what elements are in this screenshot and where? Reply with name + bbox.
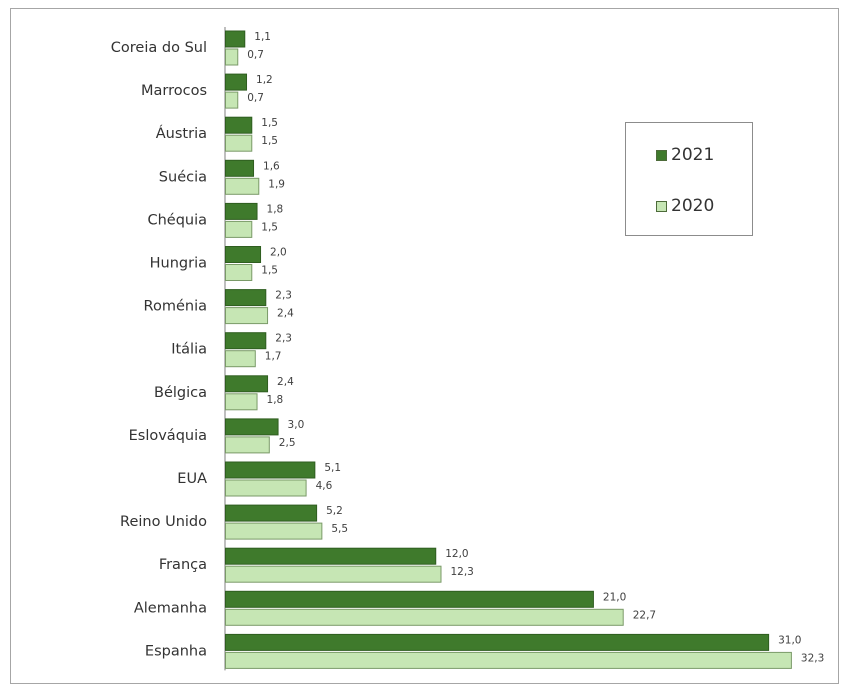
data-label-2020: 1,7 xyxy=(265,351,282,363)
category-label: Itália xyxy=(171,342,207,358)
bar-2021 xyxy=(225,590,594,608)
bar-2021 xyxy=(225,30,246,48)
data-label-2021: 2,0 xyxy=(270,247,287,259)
bar-2021 xyxy=(225,633,770,651)
data-label-2021: 2,3 xyxy=(275,333,292,345)
bar-2021 xyxy=(225,418,279,436)
bar-2020 xyxy=(225,177,260,195)
bar-2021 xyxy=(225,116,253,134)
data-label-2020: 4,6 xyxy=(316,480,333,492)
category-label: Coreia do Sul xyxy=(111,40,207,56)
bar-2021 xyxy=(225,159,255,177)
data-label-2021: 5,1 xyxy=(324,462,341,474)
bar-2021 xyxy=(225,73,248,91)
category-label: Áustria xyxy=(156,125,207,142)
bar-2020 xyxy=(225,479,307,497)
bar-2021 xyxy=(225,246,262,263)
legend-label-2021: 2021 xyxy=(671,145,715,165)
category-label: Espanha xyxy=(145,643,207,659)
bar-2020 xyxy=(225,134,253,152)
bar-2021 xyxy=(225,504,318,522)
data-label-2020: 1,5 xyxy=(261,135,278,147)
bar-2020 xyxy=(225,220,253,238)
data-label-2020: 5,5 xyxy=(331,523,348,535)
data-label-2020: 0,7 xyxy=(247,49,264,61)
data-label-2021: 2,3 xyxy=(275,290,292,302)
category-label: Bélgica xyxy=(154,385,207,401)
bar-2021 xyxy=(225,461,316,479)
bar-2021 xyxy=(225,202,258,220)
bar-2020 xyxy=(225,608,624,626)
category-label: Roménia xyxy=(144,299,207,315)
bar-2020 xyxy=(225,264,253,281)
data-label-2021: 1,2 xyxy=(256,74,273,86)
bar-2020 xyxy=(225,522,323,540)
data-label-2021: 12,0 xyxy=(445,548,468,560)
data-label-2020: 22,7 xyxy=(633,609,656,621)
data-label-2020: 1,5 xyxy=(261,221,278,233)
data-label-2021: 31,0 xyxy=(778,634,801,646)
category-label: Hungria xyxy=(150,256,207,272)
bar-2021 xyxy=(225,289,267,307)
bar-2020 xyxy=(225,436,270,454)
category-label: Alemanha xyxy=(134,600,207,616)
data-label-2021: 21,0 xyxy=(603,591,626,603)
bar-2020 xyxy=(225,565,442,583)
legend-label-2020: 2020 xyxy=(671,196,715,216)
category-label: Eslováquia xyxy=(129,428,207,444)
category-label: Chéquia xyxy=(147,212,207,228)
legend-swatch-2020 xyxy=(656,200,667,212)
category-label: Suécia xyxy=(159,169,207,185)
data-label-2021: 1,1 xyxy=(254,31,271,43)
bar-2021 xyxy=(225,547,437,565)
bar-2020 xyxy=(225,651,792,669)
data-label-2020: 0,7 xyxy=(247,92,264,104)
bar-2020 xyxy=(225,91,239,109)
data-label-2020: 1,9 xyxy=(268,178,285,190)
category-label: EUA xyxy=(177,471,207,487)
category-label: Reino Unido xyxy=(120,514,207,530)
chart-legend: 2021 2020 xyxy=(625,122,753,236)
data-label-2021: 1,8 xyxy=(267,203,284,215)
data-label-2021: 1,5 xyxy=(261,117,278,129)
data-label-2020: 1,5 xyxy=(261,265,278,277)
bar-2020 xyxy=(225,48,239,66)
legend-swatch-2021 xyxy=(656,149,667,161)
category-label: Marrocos xyxy=(141,83,207,99)
bar-2020 xyxy=(225,307,269,325)
data-label-2020: 1,8 xyxy=(267,394,284,406)
data-label-2020: 2,4 xyxy=(277,308,294,320)
legend-item-2020: 2020 xyxy=(656,196,714,216)
data-label-2021: 2,4 xyxy=(277,376,294,388)
data-label-2021: 3,0 xyxy=(288,419,305,431)
bar-2021 xyxy=(225,375,269,393)
legend-item-2021: 2021 xyxy=(656,145,714,165)
bar-2020 xyxy=(225,393,258,411)
data-label-2021: 5,2 xyxy=(326,505,343,517)
data-label-2020: 32,3 xyxy=(801,652,824,664)
bar-2020 xyxy=(225,350,256,368)
data-label-2020: 2,5 xyxy=(279,437,296,449)
data-label-2020: 12,3 xyxy=(450,566,473,578)
category-label: França xyxy=(159,557,207,573)
bar-2021 xyxy=(225,332,267,350)
data-label-2021: 1,6 xyxy=(263,160,280,172)
